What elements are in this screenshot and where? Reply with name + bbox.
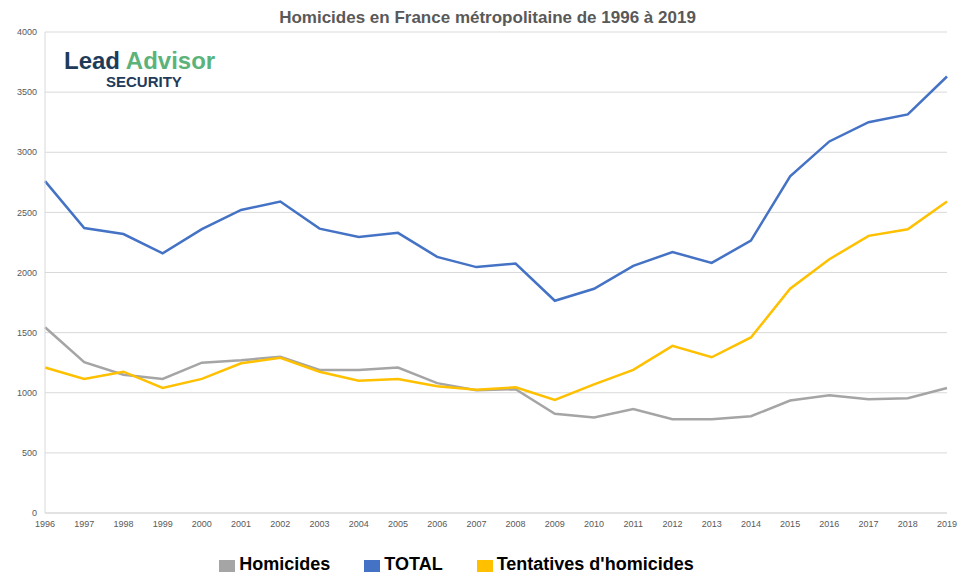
html-text:Homicides en France métropolit: Homicides en France métropolitaine de 19… bbox=[279, 8, 696, 27]
svg-text:1000: 1000 bbox=[17, 388, 37, 398]
svg-text:500: 500 bbox=[22, 448, 37, 458]
svg-text:2016: 2016 bbox=[819, 519, 839, 529]
svg-text:1999: 1999 bbox=[153, 519, 173, 529]
html-text:TOTAL: TOTAL bbox=[384, 554, 443, 574]
svg-text:0: 0 bbox=[32, 508, 37, 518]
svg-text:2010: 2010 bbox=[584, 519, 604, 529]
svg-text:1500: 1500 bbox=[17, 328, 37, 338]
svg-text:2017: 2017 bbox=[859, 519, 879, 529]
html-text:SECURITY: SECURITY bbox=[106, 73, 182, 90]
svg-text:2018: 2018 bbox=[898, 519, 918, 529]
svg-text:3000: 3000 bbox=[17, 147, 37, 157]
svg-text:2014: 2014 bbox=[741, 519, 761, 529]
html-text:Lead Advisor: Lead Advisor bbox=[64, 47, 216, 74]
svg-text:2019: 2019 bbox=[937, 519, 957, 529]
svg-text:2012: 2012 bbox=[662, 519, 682, 529]
svg-text:2006: 2006 bbox=[427, 519, 447, 529]
svg-text:2500: 2500 bbox=[17, 208, 37, 218]
html-text:Tentatives d'homicides: Tentatives d'homicides bbox=[496, 554, 694, 574]
svg-text:2005: 2005 bbox=[388, 519, 408, 529]
svg-text:2000: 2000 bbox=[192, 519, 212, 529]
svg-text:2013: 2013 bbox=[702, 519, 722, 529]
svg-text:4000: 4000 bbox=[17, 27, 37, 37]
svg-text:1997: 1997 bbox=[74, 519, 94, 529]
svg-text:3500: 3500 bbox=[17, 87, 37, 97]
svg-text:1996: 1996 bbox=[35, 519, 55, 529]
svg-text:2015: 2015 bbox=[780, 519, 800, 529]
svg-text:1998: 1998 bbox=[113, 519, 133, 529]
svg-text:2008: 2008 bbox=[506, 519, 526, 529]
svg-text:2004: 2004 bbox=[349, 519, 369, 529]
svg-text:2009: 2009 bbox=[545, 519, 565, 529]
svg-text:2011: 2011 bbox=[624, 519, 643, 529]
html-text:Homicides: Homicides bbox=[239, 554, 331, 574]
svg-text:2003: 2003 bbox=[310, 519, 330, 529]
svg-text:2001: 2001 bbox=[231, 519, 251, 529]
svg-text:2007: 2007 bbox=[466, 519, 486, 529]
svg-text:2002: 2002 bbox=[270, 519, 290, 529]
svg-text:2000: 2000 bbox=[17, 268, 37, 278]
